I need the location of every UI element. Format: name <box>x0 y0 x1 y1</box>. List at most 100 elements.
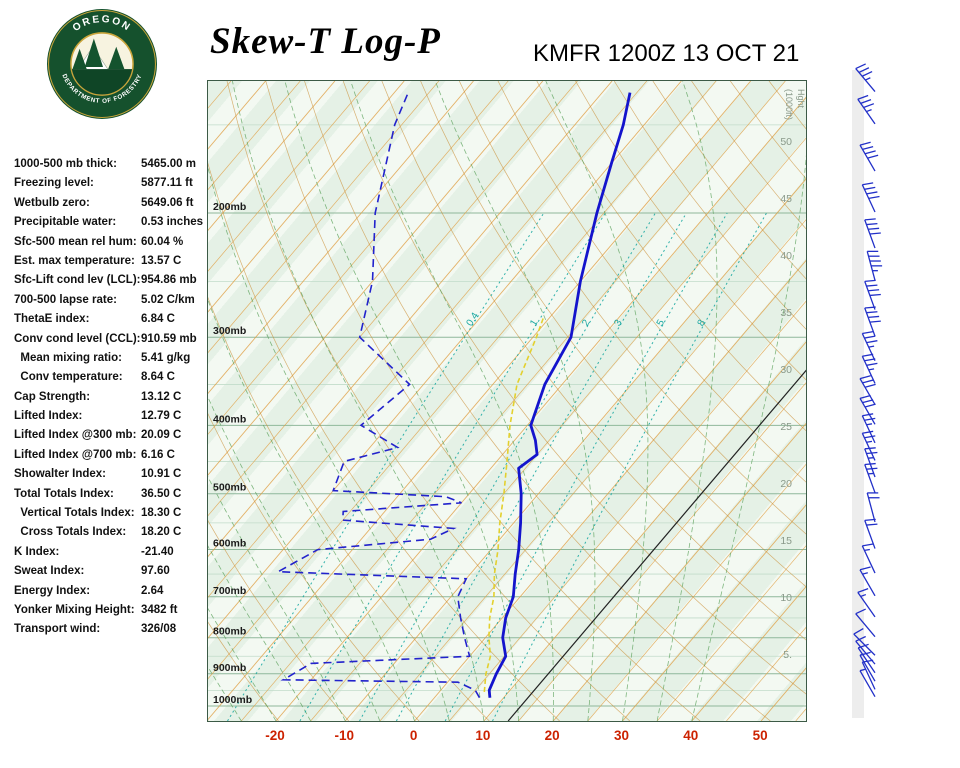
index-row: Sfc-500 mean rel hum: 60.04 % <box>14 236 209 255</box>
wind-barb <box>861 430 876 461</box>
isotherm-line <box>518 382 806 721</box>
index-value: 10.91 C <box>141 468 182 481</box>
index-label: Cross Totals Index: <box>14 526 127 539</box>
index-value: 5.02 C/km <box>141 293 195 306</box>
mixing-ratio-label: 1 <box>528 318 541 329</box>
index-label: Sfc-Lift cond lev (LCL): <box>14 274 141 287</box>
mixing-ratio-line <box>395 212 687 721</box>
index-row: Freezing level: 5877.11 ft <box>14 177 209 196</box>
isotherm-line <box>552 422 806 721</box>
index-value: 13.12 C <box>141 390 182 403</box>
x-axis-tick-label: -20 <box>265 728 285 743</box>
index-value: 18.30 C <box>141 507 182 520</box>
index-row: Transport wind: 326/08 <box>14 623 209 642</box>
index-label: Sfc-500 mean rel hum: <box>14 235 137 248</box>
index-label: Cap Strength: <box>14 390 91 403</box>
index-value: 5649.06 ft <box>141 196 194 209</box>
logo-forest-scene <box>71 38 133 95</box>
wind-barb <box>861 413 876 444</box>
isotherm-line <box>208 81 544 476</box>
index-label: Sweat Index: <box>14 565 85 578</box>
wind-barb <box>864 462 878 493</box>
wind-barbs-svg <box>853 63 883 697</box>
pressure-label: 1000mb <box>213 694 252 706</box>
index-row: Yonker Mixing Height: 3482 ft <box>14 604 209 623</box>
isotherm-line <box>483 341 806 721</box>
index-row: Total Totals Index: 36.50 C <box>14 488 209 507</box>
dry-adiabat-line <box>497 81 806 483</box>
pressure-label: 400mb <box>213 413 246 425</box>
index-label: Total Totals Index: <box>14 487 114 500</box>
mixing-ratio-line <box>299 212 606 721</box>
isotherm-line <box>208 81 578 517</box>
index-row: Showalter Index: 10.91 C <box>14 468 209 487</box>
index-value: 5877.11 ft <box>141 177 193 190</box>
page-title: Skew-T Log-P <box>210 21 441 62</box>
mixing-ratio-label: 8 <box>696 318 709 329</box>
wind-barb <box>859 566 876 597</box>
index-label: Conv cond level (CCL): <box>14 332 141 345</box>
pressure-label: 700mb <box>213 585 246 597</box>
wind-barb <box>864 447 878 478</box>
index-label: Energy Index: <box>14 584 91 597</box>
moist-adiabat-line <box>208 166 450 721</box>
moist-adiabat-line <box>208 396 381 721</box>
index-label: Mean mixing ratio: <box>14 351 122 364</box>
pressure-label: 500mb <box>213 482 246 494</box>
index-value: 13.57 C <box>141 254 182 267</box>
isotherm-line <box>208 81 717 680</box>
mixing-ratio-label: 2 <box>580 318 593 329</box>
index-value: 8.64 C <box>141 371 175 384</box>
index-label: K Index: <box>14 545 60 558</box>
pressure-label: 200mb <box>213 201 246 213</box>
wind-barb <box>861 353 878 384</box>
dry-adiabat-line <box>613 81 806 330</box>
index-label: ThetaE index: <box>14 313 90 326</box>
isotherm-line <box>208 81 613 558</box>
index-row: Precipitable water: 0.53 inches <box>14 216 209 235</box>
dry-adiabat-line <box>768 81 806 130</box>
index-row: Lifted Index @300 mb: 20.09 C <box>14 429 209 448</box>
height-tick-label: 40 <box>780 250 792 262</box>
height-scale-units: (1000ft) <box>784 89 794 120</box>
isotherm-line <box>691 585 806 721</box>
index-value: 36.50 C <box>141 487 182 500</box>
wind-barb <box>864 279 881 310</box>
isotherm-line <box>344 178 806 721</box>
wind-barb <box>859 394 876 425</box>
pressure-label: 900mb <box>213 662 246 674</box>
isotherm-line <box>379 219 806 721</box>
moist-adiabat-line <box>656 81 718 721</box>
index-label: 700-500 lapse rate: <box>14 293 117 306</box>
odf-logo-svg: OREGON DEPARTMENT OF FORESTRY <box>47 9 157 119</box>
pressure-label: 600mb <box>213 538 246 550</box>
dewpoint-trace <box>275 92 481 699</box>
dry-adiabat-line <box>458 81 806 535</box>
wind-barbs-panel <box>828 63 943 720</box>
pressure-label: 800mb <box>213 626 246 638</box>
x-axis: -20 -10 0 10 20 30 40 50 <box>207 728 807 750</box>
index-row: Energy Index: 2.64 <box>14 585 209 604</box>
mixing-ratio-label: 3 <box>612 318 625 329</box>
mixing-ratio-label: 5 <box>655 318 668 329</box>
wind-barb <box>861 543 876 574</box>
height-scale-title: Hght <box>796 89 806 109</box>
isotherm-line <box>208 81 440 354</box>
index-value: 326/08 <box>141 623 177 636</box>
x-axis-tick-label: 30 <box>613 728 630 743</box>
index-value: 60.04 % <box>141 235 184 248</box>
index-value: 2.64 <box>141 584 164 597</box>
dry-adiabat-line <box>652 81 806 280</box>
wind-barb <box>859 651 876 682</box>
index-value: 12.79 C <box>141 410 182 423</box>
dry-adiabat-line <box>730 81 806 180</box>
x-axis-tick-label: 50 <box>752 728 768 743</box>
index-row: Conv temperature: 8.64 C <box>14 371 209 390</box>
x-axis-tick-label: 40 <box>683 728 699 743</box>
index-value: 0.53 inches <box>141 216 204 229</box>
isotherm-line <box>208 81 370 272</box>
wind-barb <box>861 659 876 690</box>
moist-adiabat-line <box>350 81 554 721</box>
station-label: KMFR 1200Z 13 OCT 21 <box>533 40 800 67</box>
dry-adiabat-line <box>208 296 490 721</box>
